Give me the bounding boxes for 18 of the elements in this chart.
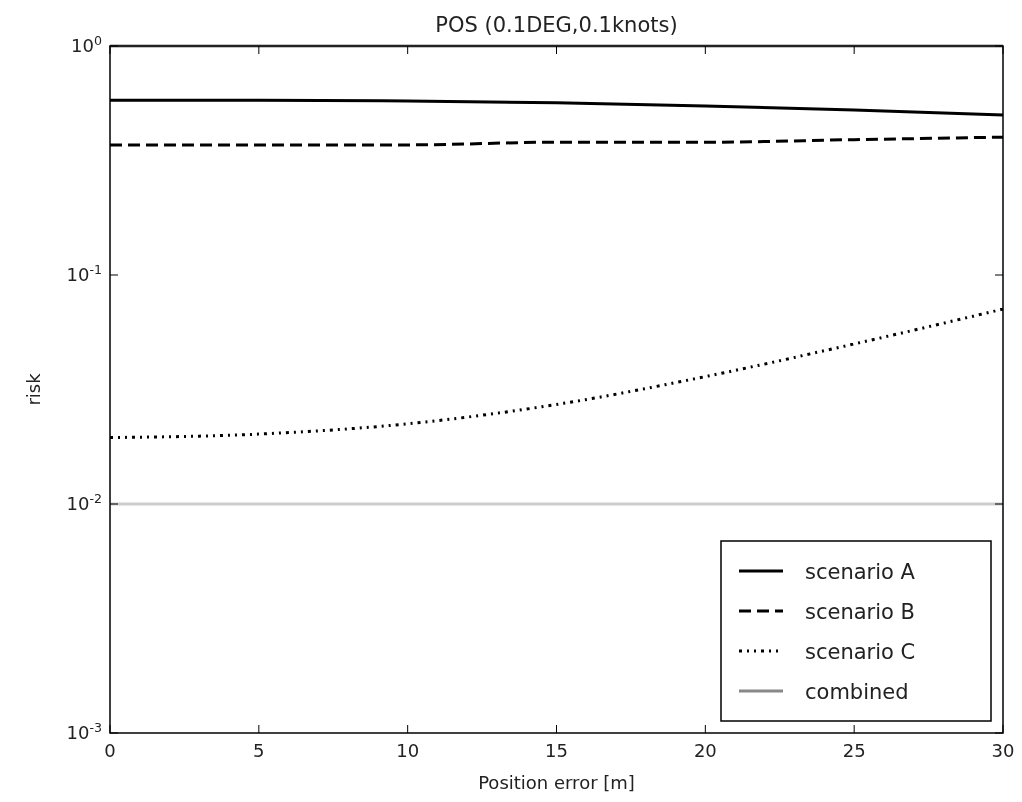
x-tick-label: 20 bbox=[693, 740, 717, 761]
x-axis-title: Position error [m] bbox=[478, 772, 635, 793]
y-tick-label: 10$^{-1}$ bbox=[66, 261, 102, 285]
y-axis-title: risk bbox=[23, 372, 44, 406]
x-tick-label: 30 bbox=[991, 740, 1015, 761]
x-tick-label: 0 bbox=[104, 740, 116, 761]
x-tick-label: 15 bbox=[545, 740, 568, 761]
legend-label: scenario B bbox=[805, 600, 915, 624]
x-tick-label: 5 bbox=[253, 740, 265, 761]
x-tick-label: 25 bbox=[842, 740, 866, 761]
legend-label: scenario A bbox=[805, 560, 916, 584]
y-tick-label: 10$^{0}$ bbox=[71, 32, 102, 56]
y-tick-label: 10$^{-2}$ bbox=[66, 490, 102, 514]
legend-label: combined bbox=[805, 680, 909, 704]
legend-label: scenario C bbox=[805, 640, 916, 664]
chart-title: POS (0.1DEG,0.1knots) bbox=[435, 13, 678, 37]
x-tick-label: 10 bbox=[396, 740, 420, 761]
y-tick-label: 10$^{-3}$ bbox=[66, 719, 102, 743]
